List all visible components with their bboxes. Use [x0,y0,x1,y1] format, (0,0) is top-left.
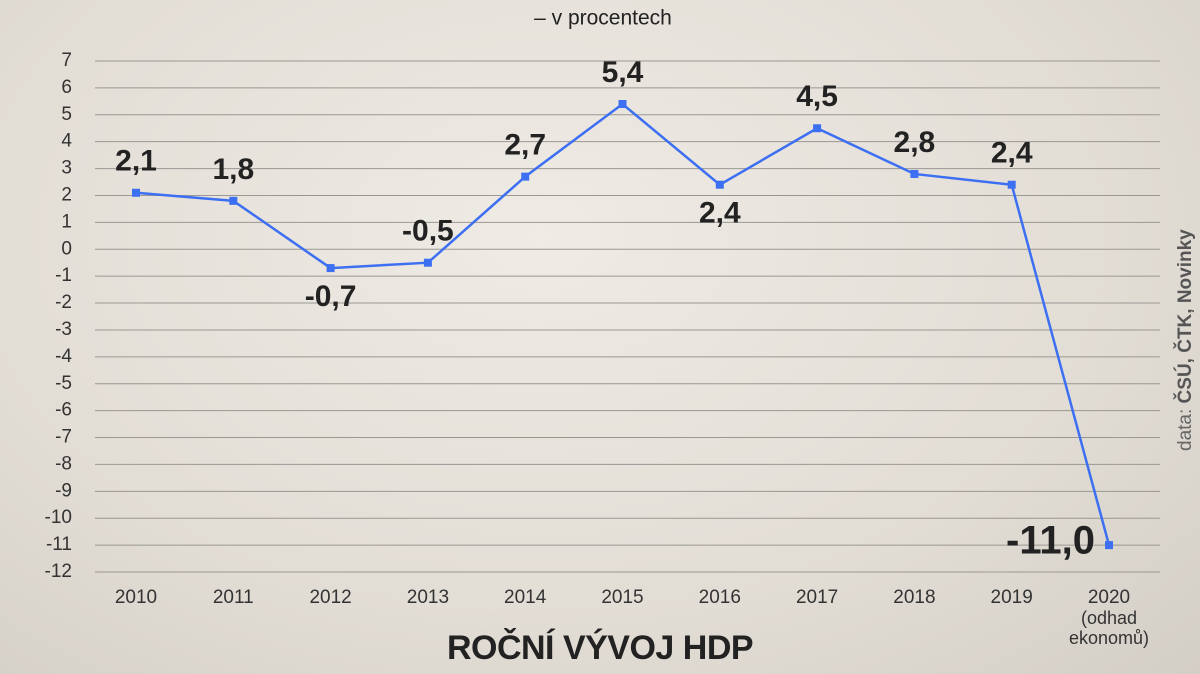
y-tick-label: -2 [55,292,72,313]
point [132,188,140,197]
y-tick-label: -4 [55,346,72,367]
chart-title: ROČNÍ VÝVOJ HDP [447,628,753,667]
y-tick-label: -6 [55,400,72,421]
x-tick-label: 2012 [309,587,351,608]
y-tick-label: -5 [55,373,72,394]
value-label: 2,7 [504,129,546,162]
y-tick-label: 1 [61,211,72,232]
x-tick-label: 2011 [213,587,254,608]
source: data: ČSÚ, ČTK, Novinky [1174,229,1196,451]
x-tick-label: 2013 [407,587,449,608]
point [1105,541,1113,550]
value-label: -11,0 [1006,519,1095,563]
value-label: 1,8 [212,153,254,186]
x-tick-label: 2016 [699,587,741,608]
y-tick-label: 6 [61,77,72,98]
chart-subtitle: – v procentech [534,7,672,30]
y-tick-label: -11 [46,534,72,555]
value-label: -0,7 [305,280,357,313]
x-tick-label: 2018 [893,587,935,608]
point [423,258,432,267]
y-tick-label: 3 [61,158,72,179]
y-tick-label: 4 [61,131,72,152]
source-prefix: data: [1175,409,1196,451]
y-tick-label: -12 [45,561,72,582]
value-label: 2,1 [115,145,157,178]
y-tick-label: -1 [55,265,72,286]
point [1007,180,1016,189]
value-label: 2,4 [991,137,1033,170]
x-tick-label: 2010 [115,587,157,608]
y-tick-label: -9 [55,480,72,501]
y-tick-label: -8 [55,453,72,474]
x-tick-label: 2015 [601,587,643,608]
value-label: 2,4 [699,197,741,230]
x-tick-label: 2017 [796,587,838,608]
point [521,172,530,181]
y-tick-label: 7 [61,50,72,71]
point [229,196,238,205]
y-tick-label: 2 [61,184,72,205]
point [910,169,919,178]
point [813,124,822,133]
y-tick-label: 0 [61,238,72,259]
point [326,264,335,273]
value-label: -0,5 [402,215,454,248]
x-tick-label: 2020 [1088,587,1130,608]
category-note: (odhad ekonomů) [1068,608,1150,648]
point [618,100,627,109]
x-tick-label: 2019 [991,587,1033,608]
line [135,102,1111,546]
y-tick-label: -10 [45,507,72,528]
source-text: ČSÚ, ČTK, Novinky [1174,229,1196,404]
value-label: 5,4 [602,56,644,89]
x-tick-label: 2014 [504,587,547,608]
y-tick-label: -7 [55,427,72,448]
value-label: 4,5 [796,80,838,113]
point [715,180,724,189]
y-tick-label: -3 [55,319,72,340]
value-label: 2,8 [894,126,936,159]
y-tick-label: 5 [61,104,72,125]
